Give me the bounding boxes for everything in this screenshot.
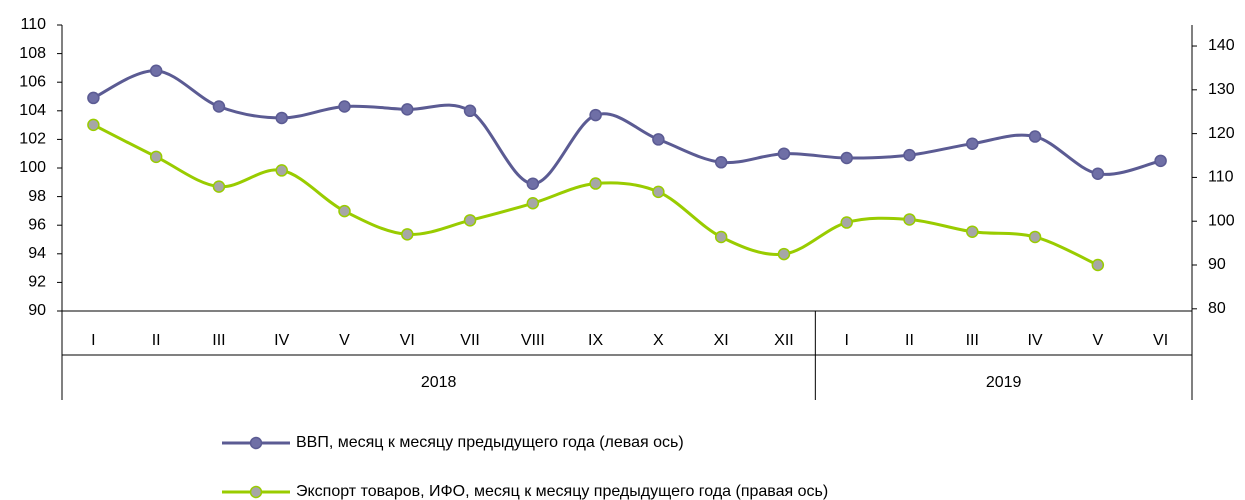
point [526,177,540,190]
point [1091,258,1105,272]
x-tick-label: X [653,332,664,349]
series-line [92,123,1099,267]
legend-label: Экспорт товаров, ИФО, месяц к месяцу пре… [296,483,828,500]
point [589,108,602,122]
point [149,150,163,164]
point [401,228,414,241]
point [463,214,477,227]
point [840,151,853,165]
point [652,133,665,146]
point [401,103,414,116]
point [652,185,665,199]
y2-tick-label: 100 [1208,212,1235,229]
point [275,111,288,125]
point [1028,230,1042,244]
point [338,204,351,218]
point [714,230,728,244]
point [463,104,477,118]
point [526,197,540,210]
series-line [92,69,1161,186]
y-tick-label: 108 [19,45,46,62]
y-tick-label: 98 [28,188,46,205]
x-tick-label: I [844,332,848,349]
point [903,148,916,162]
point [149,64,163,78]
y-tick-label: 90 [28,302,46,319]
y-tick-label: 110 [20,16,46,33]
legend-label: ВВП, месяц к месяцу предыдущего года (ле… [296,434,684,451]
x-tick-label: I [91,332,95,349]
y2-tick-label: 120 [1208,125,1235,142]
point [1028,130,1042,143]
point [87,91,100,105]
x-tick-label: II [905,332,914,349]
point [840,216,853,229]
point [777,247,791,261]
y-tick-label: 104 [19,102,46,119]
x-group-label: 2018 [421,374,457,391]
x-tick-label: II [152,332,161,349]
x-tick-label: IV [1027,332,1042,349]
x-tick-label: III [966,332,979,349]
y-tick-label: 100 [19,159,46,176]
y-tick-label: 106 [19,73,46,90]
point [87,118,100,132]
y-tick-label: 96 [28,216,46,233]
x-tick-label: XI [714,332,729,349]
x-tick-label: V [339,332,350,349]
point [714,156,728,169]
point [966,137,979,150]
point [1154,154,1167,168]
x-tick-label: V [1092,332,1103,349]
y-tick-label: 92 [28,274,46,291]
y2-tick-label: 140 [1208,37,1235,54]
x-tick-label: III [212,332,225,349]
y-tick-label: 94 [28,245,46,262]
x-tick-label: XII [774,332,794,349]
point [1091,167,1105,180]
point [338,100,351,113]
legend-marker [249,436,263,450]
point [589,177,602,190]
x-tick-label: IV [274,332,289,349]
x-tick-label: VII [460,332,480,349]
point [275,164,288,177]
point [903,213,916,226]
x-tick-label: VI [400,332,415,349]
point [212,100,226,113]
y2-tick-label: 90 [1208,256,1226,273]
x-tick-label: VI [1153,332,1168,349]
point [212,180,226,193]
x-tick-label: IX [588,332,603,349]
legend-marker [249,485,263,499]
x-tick-label: VIII [521,332,545,349]
point [966,225,979,238]
point [777,147,791,160]
y2-tick-label: 80 [1208,300,1226,317]
y-tick-label: 102 [19,131,46,148]
x-group-label: 2019 [986,374,1022,391]
y2-tick-label: 130 [1208,81,1235,98]
y2-tick-label: 110 [1208,169,1234,186]
